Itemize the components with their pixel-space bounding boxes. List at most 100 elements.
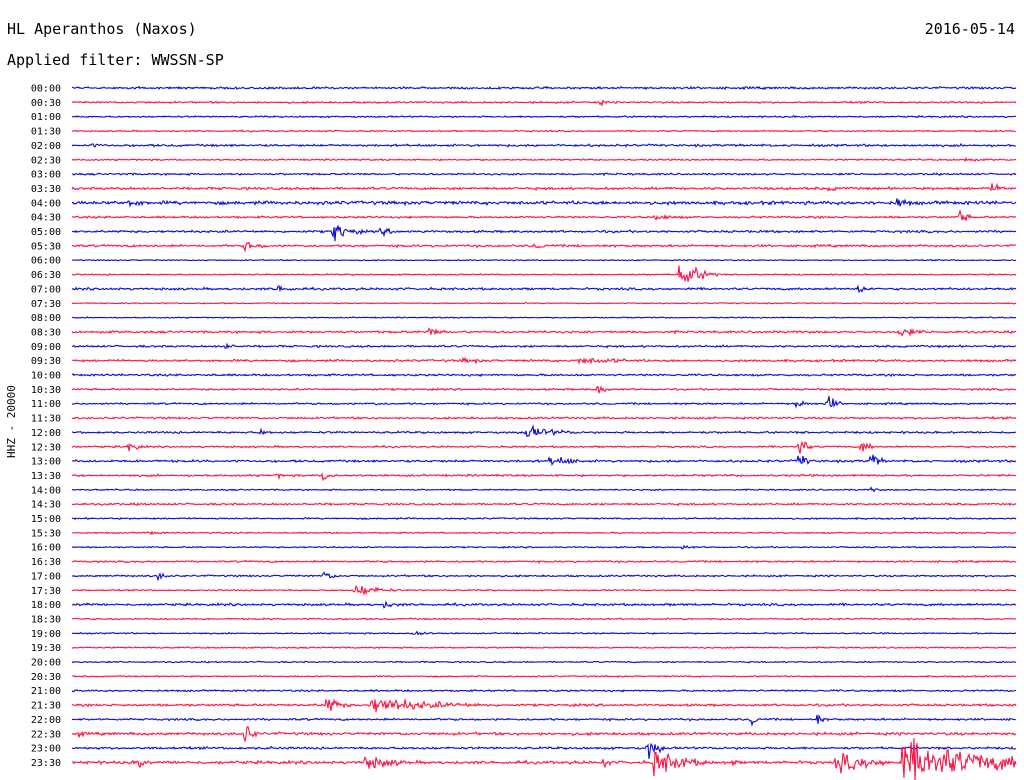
row-time-label: 15:00 [31, 514, 61, 525]
row-time-label: 13:30 [31, 471, 61, 482]
seismic-trace-row [71, 688, 1017, 693]
row-time-label: 21:00 [31, 686, 61, 697]
seismic-trace-row [71, 372, 1017, 378]
seismic-trace-row [71, 617, 1017, 621]
seismic-trace-row [71, 738, 1017, 780]
row-time-label: 03:00 [31, 170, 61, 181]
row-time-label: 18:00 [31, 600, 61, 611]
seismic-trace-row [71, 225, 1017, 242]
row-time-label: 18:30 [31, 614, 61, 625]
seismic-trace-row [71, 486, 1017, 493]
row-time-label: 16:00 [31, 543, 61, 554]
seismic-trace-row [71, 415, 1017, 421]
row-time-label: 07:30 [31, 299, 61, 310]
seismic-trace-row [71, 156, 1017, 163]
seismic-trace-row [71, 258, 1017, 262]
seismic-trace-row [71, 241, 1017, 253]
row-time-label: 10:30 [31, 385, 61, 396]
seismic-trace-row [71, 646, 1017, 650]
row-time-label: 08:00 [31, 313, 61, 324]
row-time-label: 14:30 [31, 500, 61, 511]
seismic-trace-row [71, 356, 1017, 366]
seismic-trace-row [71, 584, 1017, 596]
row-time-label: 19:00 [31, 629, 61, 640]
seismic-trace-row [71, 142, 1017, 148]
row-time-label: 06:30 [31, 270, 61, 281]
row-time-label: 09:00 [31, 342, 61, 353]
seismic-trace-row [71, 114, 1017, 119]
row-time-label: 02:00 [31, 141, 61, 152]
row-time-label: 19:30 [31, 643, 61, 654]
seismic-trace-row [71, 440, 1017, 454]
seismic-trace-row [71, 454, 1017, 466]
filter-label: Applied filter: WWSSN-SP [7, 51, 224, 69]
seismic-trace-row [71, 698, 1017, 713]
seismic-trace-row [71, 342, 1017, 349]
row-time-label: 02:30 [31, 155, 61, 166]
row-time-labels: 00:00 00:30 01:00 01:30 02:00 02:30 03:00 03:30… [31, 84, 61, 769]
seismic-trace-row [71, 208, 1017, 221]
row-time-label: 00:00 [31, 84, 61, 95]
row-time-label: 05:30 [31, 241, 61, 252]
row-time-label: 14:00 [31, 485, 61, 496]
row-time-label: 22:30 [31, 729, 61, 740]
row-time-label: 11:00 [31, 399, 61, 410]
row-time-label: 00:30 [31, 98, 61, 109]
seismic-trace-row [71, 129, 1017, 133]
row-time-label: 21:30 [31, 701, 61, 712]
row-time-label: 08:30 [31, 327, 61, 338]
seismic-trace-row [71, 396, 1017, 409]
row-time-label: 23:00 [31, 744, 61, 755]
row-time-label: 23:30 [31, 758, 61, 769]
seismic-trace-row [71, 501, 1017, 507]
row-time-label: 20:00 [31, 658, 61, 669]
plot-date: 2016-05-14 [924, 20, 1015, 38]
seismic-trace-row [71, 316, 1017, 319]
seismic-trace-row [71, 726, 1017, 744]
seismic-trace-row [71, 544, 1017, 550]
seismic-trace-row [71, 85, 1017, 91]
seismic-trace-row [71, 571, 1017, 582]
row-time-label: 10:00 [31, 371, 61, 382]
seismic-trace-row [71, 198, 1017, 208]
seismic-trace-row [71, 660, 1017, 664]
row-time-label: 22:00 [31, 715, 61, 726]
row-time-label: 01:00 [31, 112, 61, 123]
row-time-label: 16:30 [31, 557, 61, 568]
seismic-trace-row [71, 559, 1017, 564]
station-title: HL Aperanthos (Naxos) [7, 20, 197, 38]
seismic-trace-row [71, 742, 1017, 760]
seismic-trace-row [71, 516, 1017, 521]
seismic-trace-row [71, 284, 1017, 294]
seismic-trace-row [71, 630, 1017, 636]
seismic-traces [71, 85, 1017, 780]
seismic-trace-row [71, 530, 1017, 536]
seismic-trace-row [71, 301, 1017, 305]
seismic-trace-row [71, 424, 1017, 438]
row-time-label: 12:00 [31, 428, 61, 439]
row-time-label: 07:00 [31, 284, 61, 295]
row-time-label: 03:30 [31, 184, 61, 195]
seismic-trace-row [71, 99, 1017, 107]
seismic-trace-row [71, 172, 1017, 177]
seismic-trace-row [71, 472, 1017, 482]
row-time-label: 09:30 [31, 356, 61, 367]
row-time-label: 20:30 [31, 672, 61, 683]
row-time-label: 11:30 [31, 414, 61, 425]
row-time-label: 01:30 [31, 127, 61, 138]
row-time-label: 06:00 [31, 256, 61, 267]
seismic-trace-row [71, 265, 1017, 282]
seismic-trace-row [71, 674, 1017, 678]
seismic-trace-row [71, 600, 1017, 609]
row-time-label: 04:00 [31, 198, 61, 209]
row-time-label: 17:00 [31, 571, 61, 582]
row-time-label: 17:30 [31, 586, 61, 597]
seismic-trace-row [71, 714, 1017, 727]
row-time-label: 12:30 [31, 442, 61, 453]
seismic-trace-row [71, 327, 1017, 337]
seismic-trace-row [71, 182, 1017, 192]
row-time-label: 04:30 [31, 213, 61, 224]
row-time-label: 13:00 [31, 457, 61, 468]
seismic-trace-row [71, 385, 1017, 394]
